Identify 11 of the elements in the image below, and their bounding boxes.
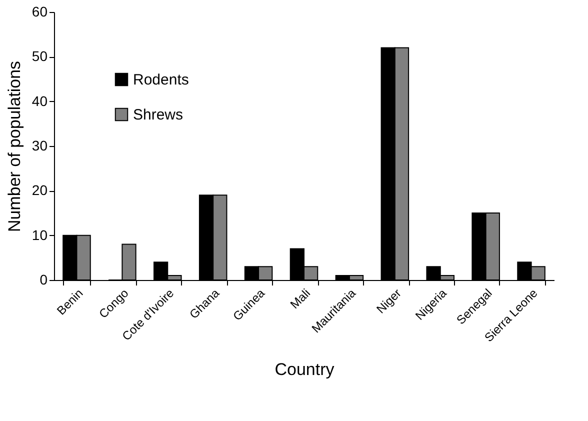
legend-label: Shrews — [133, 106, 184, 124]
y-axis-title: Number of populations — [4, 60, 24, 232]
y-tick-label: 20 — [32, 182, 48, 198]
y-tick-label: 30 — [32, 138, 48, 154]
y-tick-label: 60 — [32, 4, 48, 20]
y-tick-label: 10 — [32, 226, 48, 243]
y-tick-label: 0 — [40, 272, 48, 288]
legend-label: Rodents — [133, 72, 189, 88]
y-tick-label: 40 — [32, 92, 48, 109]
x-axis-title: Country — [274, 360, 335, 379]
y-tick-label: 50 — [32, 48, 48, 64]
